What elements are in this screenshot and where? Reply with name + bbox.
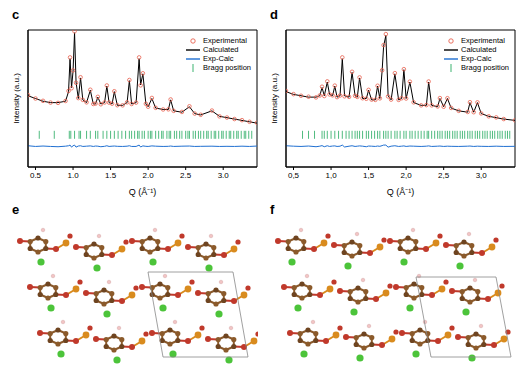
svg-text:2,5: 2,5 [438,171,450,180]
html-text:Calculated: Calculated [461,45,497,54]
html-text:d: d [270,7,278,22]
html-text:f: f [270,202,275,217]
html-text:Experimental: Experimental [203,36,247,45]
svg-text:1,5: 1,5 [363,171,375,180]
html-text:Calculated: Calculated [203,45,239,54]
svg-text:Q (Å⁻¹): Q (Å⁻¹) [387,187,415,197]
svg-text:0.5: 0.5 [30,171,42,180]
svg-text:1,0: 1,0 [325,171,337,180]
html-text:Experimental: Experimental [461,36,505,45]
svg-text:Q (Å⁻¹): Q (Å⁻¹) [129,187,157,197]
svg-text:3.0: 3.0 [218,171,230,180]
svg-text:Intensity (a.u.): Intensity (a.u.) [12,73,21,124]
svg-text:2.5: 2.5 [180,171,192,180]
html-text:Bragg position: Bragg position [461,63,509,72]
svg-text:2.0: 2.0 [143,171,155,180]
html-text:e: e [12,202,20,217]
svg-text:Intensity (a.u.): Intensity (a.u.) [270,73,279,124]
svg-text:3,0: 3,0 [476,171,488,180]
html-text:Exp-Calc: Exp-Calc [461,54,492,63]
svg-text:2,0: 2,0 [401,171,413,180]
svg-text:1.0: 1.0 [67,171,79,180]
html-text:Bragg position: Bragg position [203,63,251,72]
html-text:Exp-Calc: Exp-Calc [203,54,234,63]
svg-text:0,5: 0,5 [288,171,300,180]
html-text:c: c [12,7,20,22]
svg-text:1.5: 1.5 [105,171,117,180]
